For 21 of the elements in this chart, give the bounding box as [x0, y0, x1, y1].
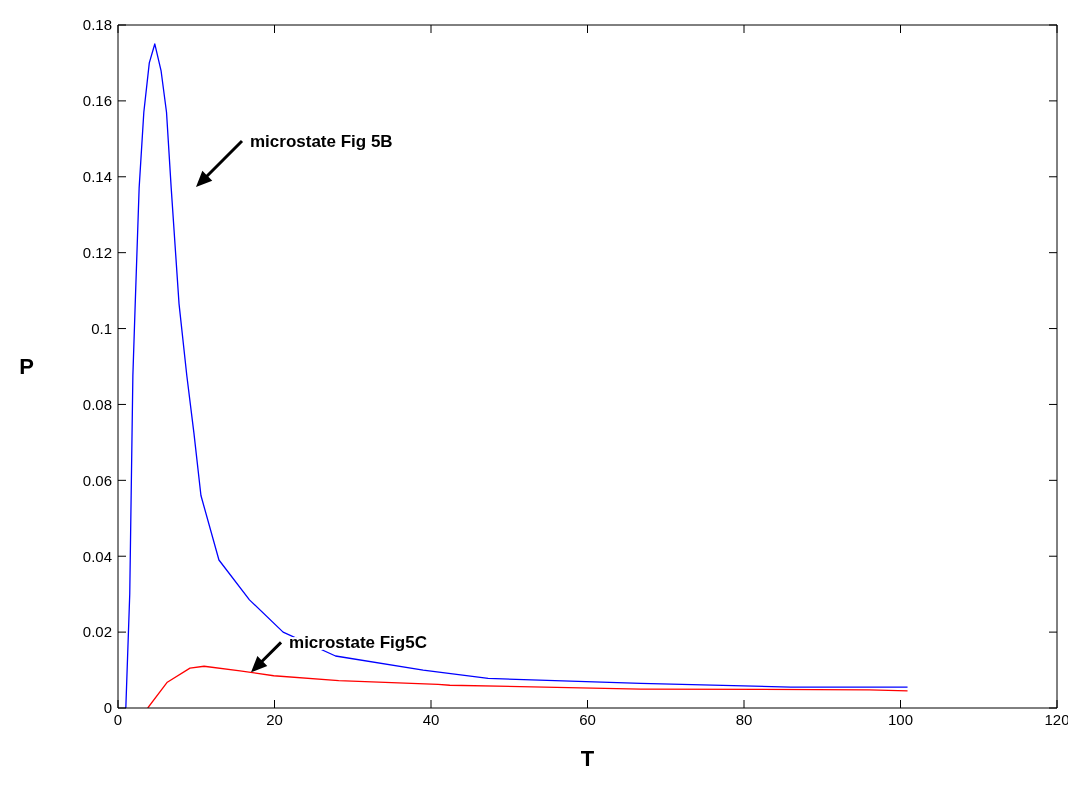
y-tick-label: 0.04	[82, 547, 112, 565]
annotation: microstate Fig 5B	[250, 132, 393, 151]
y-tick-label: 0.1	[91, 319, 112, 337]
x-tick-label: 100	[887, 710, 914, 728]
y-tick-label: 0	[103, 699, 112, 717]
y-tick-label: 0.02	[82, 623, 112, 641]
x-tick-label: 60	[579, 710, 596, 728]
x-tick-label: 20	[266, 710, 283, 728]
y-axis-title: P	[19, 354, 34, 380]
y-tick-label: 0.12	[82, 243, 112, 261]
x-axis-title: T	[580, 745, 595, 771]
y-tick-label: 0.06	[82, 471, 112, 489]
line-series	[147, 665, 909, 708]
x-tick-label: 0	[113, 710, 123, 728]
y-tick-label: 0.14	[82, 168, 112, 186]
x-tick-label: 40	[422, 710, 440, 728]
line-series	[125, 43, 909, 708]
y-tick-label: 0.18	[82, 16, 112, 34]
x-tick-label: 80	[735, 710, 753, 728]
y-tick-label: 0.16	[82, 92, 112, 110]
y-tick-label: 0.08	[82, 395, 112, 413]
